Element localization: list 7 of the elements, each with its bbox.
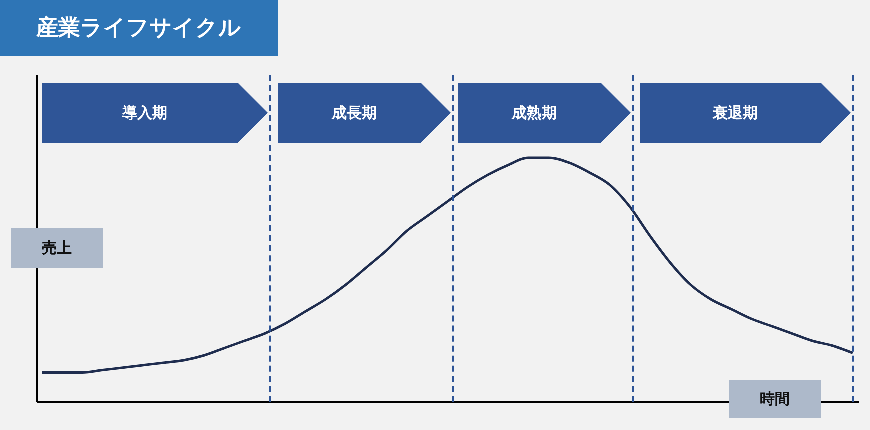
chevron-arrow: 成長期 [278,83,451,143]
label-box: 時間 [729,380,821,418]
chevron-arrow: 導入期 [42,83,268,143]
label-box: 売上 [11,228,103,268]
chevron-arrow: 衰退期 [640,83,851,143]
chevron-arrow: 成熟期 [458,83,631,143]
title-box: 産業ライフサイクル [0,0,278,56]
